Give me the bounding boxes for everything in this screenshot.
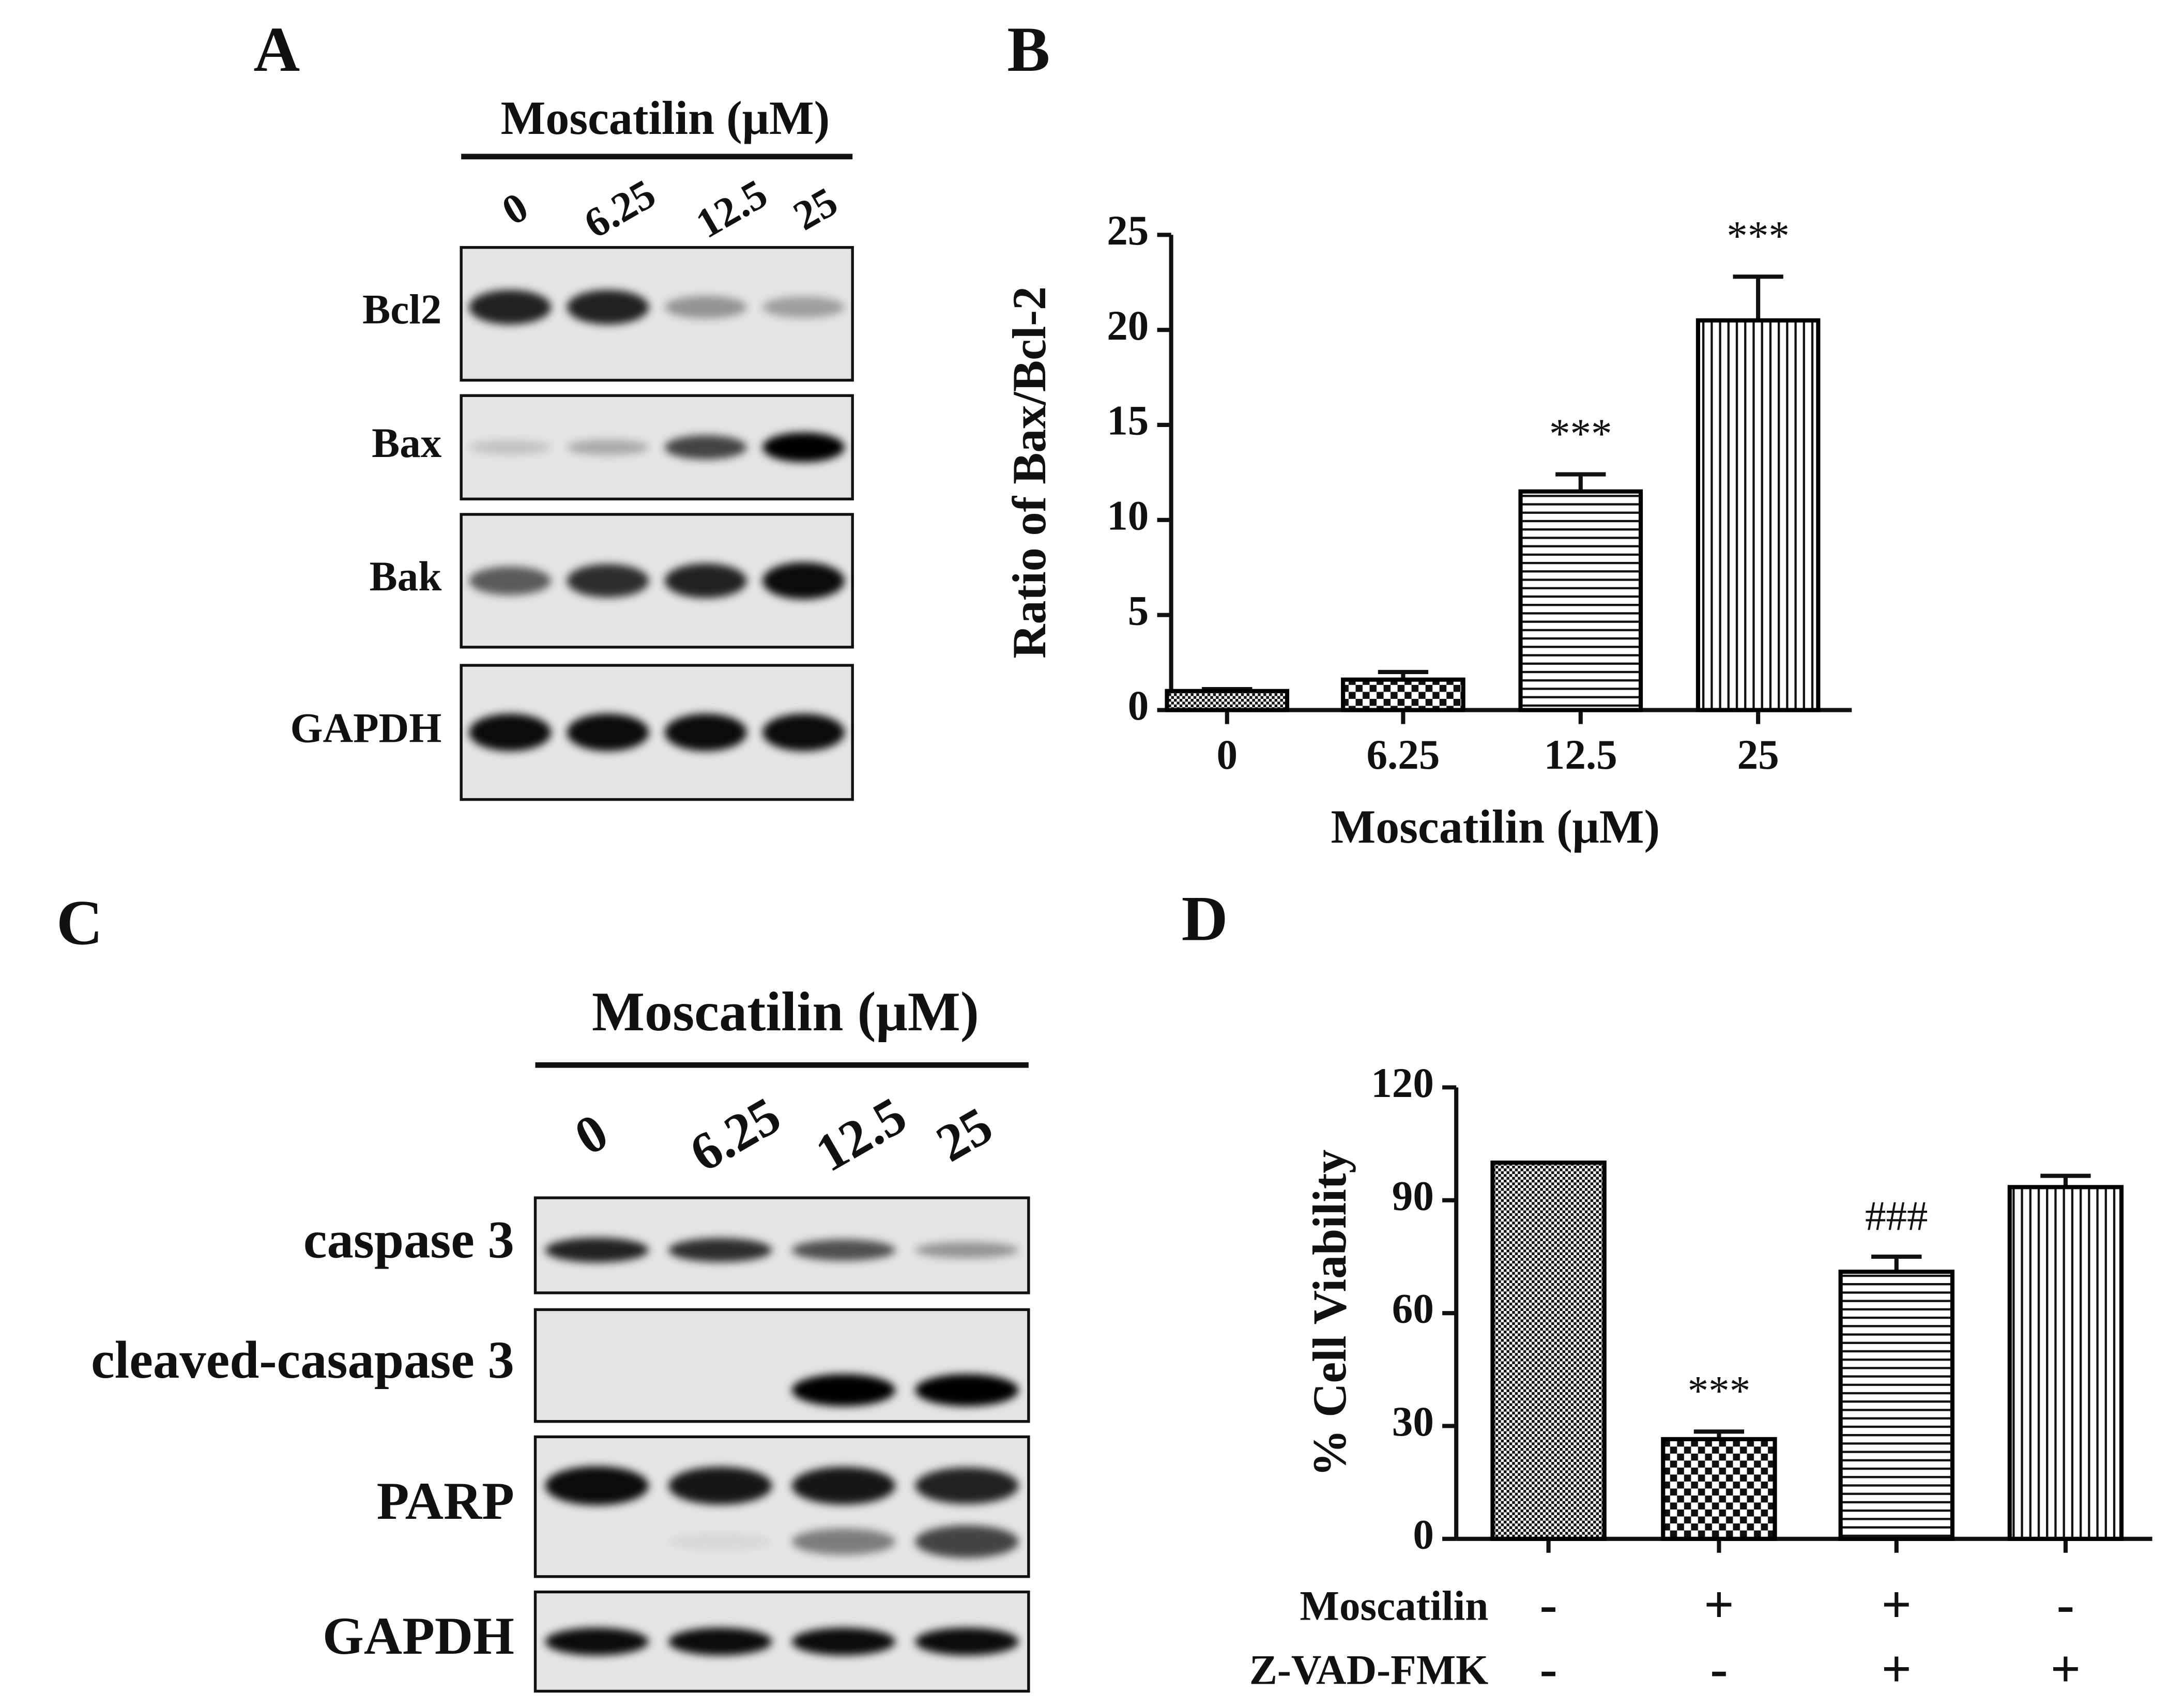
y-tick-label: 120 bbox=[1371, 1060, 1434, 1106]
blot-band bbox=[664, 435, 747, 460]
blot-band bbox=[664, 713, 747, 751]
blot-band bbox=[469, 566, 552, 596]
blot-band bbox=[668, 1533, 772, 1550]
y-tick-label: 5 bbox=[1128, 587, 1149, 634]
blot-band bbox=[664, 296, 747, 319]
lane-label: 12.5 bbox=[688, 170, 775, 247]
significance-label: *** bbox=[1549, 410, 1612, 457]
bar bbox=[1518, 489, 1643, 712]
blot-band bbox=[762, 562, 845, 600]
bar bbox=[1165, 689, 1290, 712]
lane-label: 25 bbox=[786, 178, 845, 239]
y-tick-label: 15 bbox=[1107, 398, 1149, 444]
blot-band bbox=[915, 1627, 1019, 1656]
row-label: Bcl2 bbox=[362, 286, 441, 333]
blot-band bbox=[545, 1627, 649, 1656]
condition-value: + bbox=[2051, 1640, 2081, 1699]
row-label: Bax bbox=[372, 420, 442, 466]
blot-band bbox=[545, 1238, 649, 1263]
blot-band bbox=[791, 1528, 896, 1555]
lane-label: 25 bbox=[927, 1095, 1002, 1173]
bar bbox=[1661, 1437, 1777, 1541]
blot-band bbox=[791, 1467, 896, 1505]
x-tick-label: 25 bbox=[1737, 731, 1779, 778]
lane-label: 0 bbox=[565, 1102, 617, 1166]
blot-band bbox=[567, 713, 649, 751]
row-label: cleaved-casapase 3 bbox=[91, 1331, 514, 1390]
blot-band bbox=[791, 1239, 896, 1261]
blot-band bbox=[791, 1627, 896, 1656]
y-tick-label: 25 bbox=[1107, 207, 1149, 254]
condition-value: + bbox=[1882, 1575, 1912, 1634]
bar bbox=[1838, 1270, 1954, 1541]
y-tick-label: 60 bbox=[1392, 1286, 1434, 1332]
blot-band bbox=[791, 1374, 896, 1407]
blot-band bbox=[915, 1525, 1019, 1558]
y-tick-label: 0 bbox=[1128, 682, 1149, 729]
blot-band bbox=[668, 1238, 772, 1262]
condition-value: - bbox=[1710, 1640, 1728, 1699]
condition-value: - bbox=[1539, 1575, 1557, 1634]
row-label: PARP bbox=[377, 1472, 514, 1531]
y-axis-label: % Cell Viability bbox=[1303, 1150, 1356, 1477]
row-label: Bak bbox=[370, 553, 442, 600]
condition-value: + bbox=[1882, 1640, 1912, 1699]
x-tick-label: 0 bbox=[1216, 731, 1238, 778]
x-axis-label: Moscatilin (μM) bbox=[1331, 800, 1660, 853]
significance-label: ### bbox=[1865, 1193, 1928, 1239]
y-tick-label: 20 bbox=[1107, 302, 1149, 349]
bar bbox=[1341, 677, 1465, 712]
lane-label: 6.25 bbox=[680, 1086, 790, 1183]
blot-band bbox=[545, 1466, 649, 1505]
blot-band bbox=[668, 1627, 772, 1656]
blot-band bbox=[762, 432, 845, 463]
blot-header: Moscatilin (μM) bbox=[501, 91, 830, 144]
panel-label: B bbox=[1007, 13, 1050, 85]
panel-label: A bbox=[253, 13, 300, 85]
blot-band bbox=[664, 563, 747, 598]
row-label: GAPDH bbox=[291, 705, 442, 751]
blot-band bbox=[915, 1242, 1019, 1258]
lane-label: 12.5 bbox=[806, 1086, 916, 1183]
panel-label: D bbox=[1182, 882, 1228, 954]
blot-band bbox=[567, 564, 649, 598]
x-tick-label: 12.5 bbox=[1544, 731, 1617, 778]
blot-band bbox=[762, 296, 845, 318]
bar bbox=[1696, 318, 1821, 712]
lane-label: 6.25 bbox=[576, 170, 663, 247]
bar bbox=[1490, 1160, 1607, 1541]
blot-band bbox=[469, 713, 552, 751]
condition-label: Moscatilin bbox=[1300, 1582, 1488, 1629]
condition-value: - bbox=[2057, 1575, 2074, 1634]
panel-label: C bbox=[56, 887, 103, 958]
blot-band bbox=[469, 289, 552, 325]
blot-band bbox=[915, 1374, 1019, 1407]
bar bbox=[2007, 1185, 2124, 1541]
lane-label: 0 bbox=[494, 184, 536, 234]
blot-band bbox=[567, 439, 649, 455]
y-axis-label: Ratio of Bax/Bcl-2 bbox=[1003, 286, 1056, 659]
blot-band bbox=[915, 1467, 1019, 1504]
blot-band bbox=[762, 713, 845, 751]
significance-label: *** bbox=[1727, 213, 1790, 260]
condition-value: + bbox=[1704, 1575, 1734, 1634]
blot-band bbox=[668, 1467, 772, 1505]
y-tick-label: 10 bbox=[1107, 492, 1149, 539]
y-tick-label: 0 bbox=[1413, 1511, 1434, 1558]
condition-value: - bbox=[1539, 1640, 1557, 1699]
significance-label: *** bbox=[1688, 1368, 1751, 1414]
y-tick-label: 90 bbox=[1392, 1172, 1434, 1219]
blot-header: Moscatilin (μM) bbox=[592, 981, 979, 1043]
blot-band bbox=[469, 440, 552, 454]
condition-label: Z-VAD-FMK bbox=[1249, 1647, 1489, 1694]
y-tick-label: 30 bbox=[1392, 1398, 1434, 1445]
blot-band bbox=[567, 289, 649, 325]
row-label: GAPDH bbox=[323, 1607, 514, 1666]
x-tick-label: 6.25 bbox=[1366, 731, 1440, 778]
row-label: caspase 3 bbox=[303, 1211, 514, 1270]
